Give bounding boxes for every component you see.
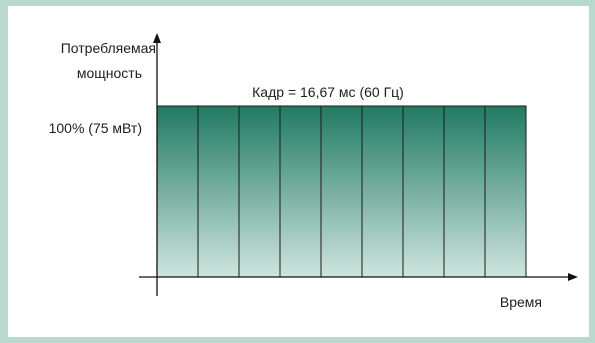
frame-bar-3 <box>238 105 281 278</box>
power-chart: Потребляемая мощность 100% (75 мВт) Кадр… <box>49 33 578 310</box>
chart-panel: Потребляемая мощность 100% (75 мВт) Кадр… <box>8 6 589 337</box>
frame-bar-8 <box>443 105 486 278</box>
frame-bars <box>156 105 527 278</box>
frame-bar-4 <box>279 105 322 278</box>
power-level-label: 100% (75 мВт) <box>49 120 142 136</box>
y-axis-label-line-1: Потребляемая <box>61 40 156 56</box>
frame-bar-1 <box>156 105 199 278</box>
y-axis-label-line-2: мощность <box>77 65 142 81</box>
frame-bar-2 <box>197 105 240 278</box>
x-axis-label: Время <box>500 294 542 310</box>
chart-title: Кадр = 16,67 мс (60 Гц) <box>252 84 404 100</box>
frame-bar-6 <box>361 105 404 278</box>
frame-bar-7 <box>402 105 445 278</box>
frame-bar-9 <box>484 105 527 278</box>
frame-bar-5 <box>320 105 363 278</box>
